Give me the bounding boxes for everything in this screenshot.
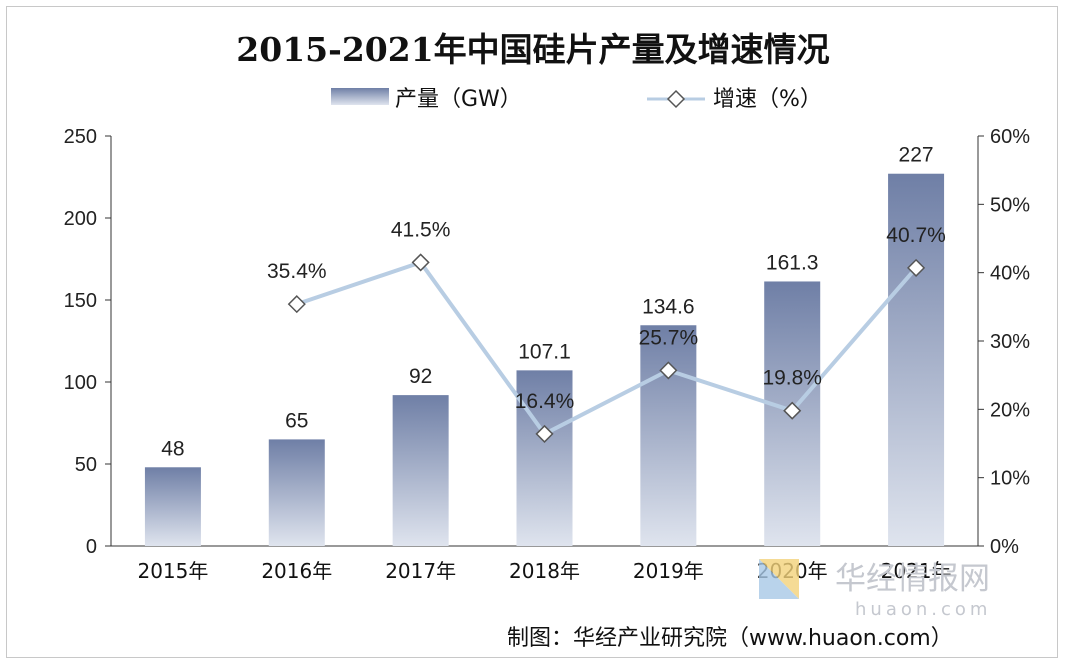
growth-value-label: 41.5% [391,218,451,241]
left-tick-label: 100 [64,372,97,394]
right-tick-label: 20% [990,399,1030,421]
bar-value-label: 48 [161,437,184,460]
right-tick-label: 40% [990,263,1030,285]
watermark-cn: 华经情报网 [835,561,990,597]
chart-title: 2015-2021年中国硅片产量及增速情况 [236,30,829,69]
x-tick-label: 2017年 [385,559,456,583]
growth-data-labels: 35.4% 41.5% 16.4% 25.7% 19.8% 40.7% [267,218,946,413]
growth-value-label: 19.8% [762,367,822,390]
bar [144,467,201,546]
legend-marker-icon [666,89,686,109]
growth-value-label: 16.4% [515,390,575,413]
x-axis-ticks: 2015年2016年2017年2018年2019年2020年2021年 [137,559,951,583]
left-tick-label: 250 [64,126,97,148]
growth-point-marker [783,401,802,420]
right-axis-ticks: 0% 10% 20% 30% 40% 50% 60% [978,126,1030,558]
bar-data-labels: 48 65 92 107.1 134.6 161.3 227 [161,144,933,461]
growth-point-marker [659,361,678,380]
growth-point-marker [535,424,554,443]
bar-value-label: 161.3 [766,251,819,274]
growth-value-label: 40.7% [886,224,946,247]
right-tick-label: 30% [990,331,1030,353]
watermark-logo-icon-part [759,559,799,599]
growth-point-marker [907,258,926,277]
growth-line-series [287,253,926,443]
x-tick-label: 2018年 [509,559,580,583]
right-tick-label: 60% [990,126,1030,148]
legend-bar-swatch [331,88,389,105]
growth-point-marker [287,295,306,314]
bar [640,325,697,546]
left-axis-ticks: 0 50 100 150 200 250 [64,126,111,558]
bar-value-label: 134.6 [642,295,695,318]
bar-value-label: 65 [285,409,308,432]
bar-value-label: 227 [899,144,934,167]
left-tick-label: 0 [86,536,97,558]
bar-value-label: 92 [409,365,432,388]
watermark-en: huaon.com [855,599,991,620]
growth-line-path [296,260,918,436]
chart-frame: 2015-2021年中国硅片产量及增速情况 产量（GW） 增速（%） 0 50 10… [6,6,1058,658]
bar [888,173,945,546]
right-tick-label: 10% [990,468,1030,490]
growth-value-label: 25.7% [639,326,699,349]
x-tick-label: 2021年 [881,559,952,583]
bar [516,370,573,546]
legend-line-label: 增速（%） [713,87,822,112]
growth-point-marker [411,253,430,272]
right-tick-label: 0% [990,536,1019,558]
chart: 2015-2021年中国硅片产量及增速情况 产量（GW） 增速（%） 0 50 10… [64,30,1031,651]
bar [268,439,325,546]
x-tick-label: 2016年 [261,559,332,583]
bar [392,395,449,546]
source-note: 制图：华经产业研究院（www.huaon.com） [507,626,953,651]
legend-bar-label: 产量（GW） [395,87,522,112]
left-tick-label: 150 [64,290,97,312]
watermark: 华经情报网 huaon.com [759,559,991,620]
left-tick-label: 200 [64,208,97,230]
right-tick-label: 50% [990,194,1030,216]
x-tick-label: 2015年 [137,559,208,583]
x-tick-label: 2019年 [633,559,704,583]
growth-value-label: 35.4% [267,260,327,283]
legend: 产量（GW） 增速（%） [331,87,822,112]
left-tick-label: 50 [75,454,97,476]
bar-value-label: 107.1 [518,340,571,363]
